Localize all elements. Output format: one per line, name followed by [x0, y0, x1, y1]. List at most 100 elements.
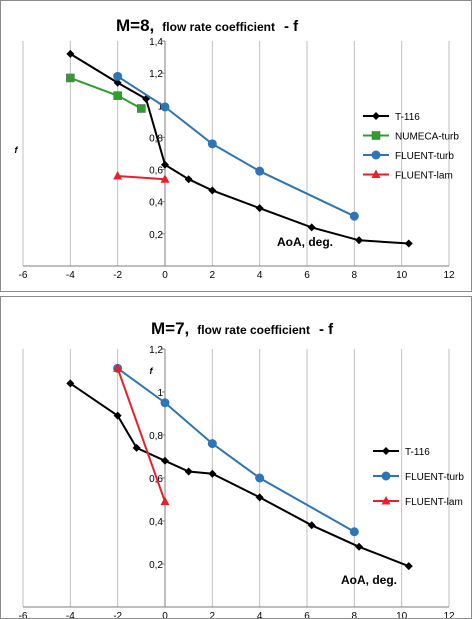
data-point	[208, 469, 217, 478]
data-point	[160, 496, 170, 506]
data-point	[255, 473, 265, 483]
data-point	[349, 527, 359, 537]
data-point	[66, 49, 75, 58]
data-point	[404, 562, 413, 571]
x-tick-label: 4	[257, 270, 263, 281]
data-point	[184, 175, 193, 184]
series-line	[69, 53, 409, 245]
legend-marker	[382, 447, 390, 455]
x-tick-label: 6	[304, 270, 310, 281]
series-2	[113, 363, 170, 506]
data-point	[132, 443, 141, 452]
data-point	[113, 78, 122, 87]
data-point	[66, 379, 75, 388]
x-axis-label: AoA, deg.	[277, 235, 333, 249]
series-line	[69, 77, 142, 110]
y-axis-label: f	[15, 145, 19, 155]
chart-title: M=7, flow rate coefficient - f	[151, 319, 334, 338]
y-tick-label: 0,4	[149, 198, 163, 209]
series-line	[116, 368, 166, 502]
series-0	[66, 49, 413, 248]
data-point	[66, 73, 75, 83]
x-tick-label: 6	[304, 611, 310, 618]
data-point	[113, 411, 122, 420]
x-tick-label: 2	[210, 611, 216, 618]
series-0	[66, 379, 413, 571]
chart-m7: -6 -4 -2 0 2 4 6 8 10 120,20,40,60,811,2M=7, flow …	[19, 319, 465, 618]
y-tick-label: 1,2	[149, 345, 163, 356]
x-tick-label: 12	[443, 270, 455, 281]
chart-title-main: M=7,	[151, 319, 189, 338]
legend-marker	[371, 150, 381, 160]
data-point	[307, 223, 316, 232]
data-point	[113, 71, 123, 81]
series-1	[66, 73, 146, 113]
x-axis-label: AoA, deg.	[341, 573, 397, 587]
data-point	[349, 211, 359, 221]
legend-marker	[372, 112, 380, 120]
chart-m8: -6 -4 -2 0 2 4 6 8 10 12 0,2 0,4 0,6 0,8 1 1,2 1,4 M=8, fl…	[15, 16, 460, 281]
chart-panel-m8: -6 -4 -2 0 2 4 6 8 10 12 0,2 0,4 0,6 0,8 1 1,2 1,4 M=8, fl…	[0, 0, 472, 292]
legend-label: T-116	[395, 112, 420, 123]
x-tick-label: 4	[257, 611, 263, 618]
y-tick-label: 0,4	[149, 517, 163, 528]
y-tick-label: 0,6	[149, 166, 163, 177]
data-point	[207, 439, 217, 449]
series-line	[117, 367, 355, 533]
y-tick-label: 0,2	[149, 230, 163, 241]
chart-title-sub: flow rate coefficient	[162, 20, 275, 34]
x-tick-label: 10	[396, 270, 408, 281]
x-tick-label: 10	[396, 611, 408, 618]
chart-title-tail: - f	[319, 321, 334, 338]
series-1	[113, 363, 359, 537]
y-tick-label: 0,2	[149, 560, 163, 571]
legend-marker	[381, 471, 391, 481]
data-point	[307, 521, 316, 530]
legend-marker	[371, 131, 381, 140]
x-tick-label: 2	[210, 270, 216, 281]
data-point	[161, 160, 169, 169]
series-line	[117, 75, 355, 218]
x-tick-label: 8	[352, 270, 358, 281]
series-line	[117, 175, 166, 181]
data-point	[404, 239, 413, 248]
series-3	[113, 171, 170, 183]
data-point	[355, 236, 364, 245]
legend-marker	[371, 169, 381, 178]
chart-title-tail: - f	[284, 18, 299, 35]
data-point	[207, 139, 217, 149]
x-tick-label: -2	[113, 270, 122, 281]
data-point	[184, 467, 193, 476]
data-point	[113, 91, 122, 100]
data-point	[255, 493, 264, 502]
series-line	[69, 382, 410, 568]
legend-label: FLUENT-turb	[395, 151, 454, 162]
y-tick-label: 1	[157, 101, 163, 112]
legend-marker	[381, 496, 391, 505]
y-tick-label: 0,8	[149, 133, 163, 144]
y-tick-label: 1	[157, 388, 163, 399]
x-tick-label: -4	[66, 611, 75, 618]
data-point	[160, 398, 170, 408]
chart-title-main: M=8,	[116, 16, 154, 35]
chart-panel-m7: -6 -4 -2 0 2 4 6 8 10 12 0,2 0,4 0,6 0,8 1 1,2 M=7, flow …	[0, 296, 472, 619]
legend-label: FLUENT-lam	[395, 171, 453, 182]
data-point	[160, 102, 170, 112]
data-point	[355, 542, 364, 551]
data-point	[160, 174, 170, 183]
y-axis-label: f	[150, 366, 154, 376]
data-point	[208, 186, 217, 195]
legend-label: T-116	[405, 447, 430, 458]
x-tick-label: 0	[162, 611, 168, 618]
data-point	[113, 171, 123, 180]
x-tick-label: 0	[162, 270, 168, 281]
y-tick-label: 0,8	[149, 431, 163, 442]
chart-title: M=8, flow rate coefficient - f	[116, 16, 299, 35]
legend-label: FLUENT-lam	[405, 497, 463, 508]
x-tick-label: -4	[66, 270, 75, 281]
x-tick-label: 8	[352, 611, 358, 618]
x-tick-label: -6	[19, 270, 28, 281]
data-point	[255, 204, 264, 213]
x-tick-label: -6	[19, 611, 28, 618]
y-tick-label: 1,2	[149, 69, 163, 80]
